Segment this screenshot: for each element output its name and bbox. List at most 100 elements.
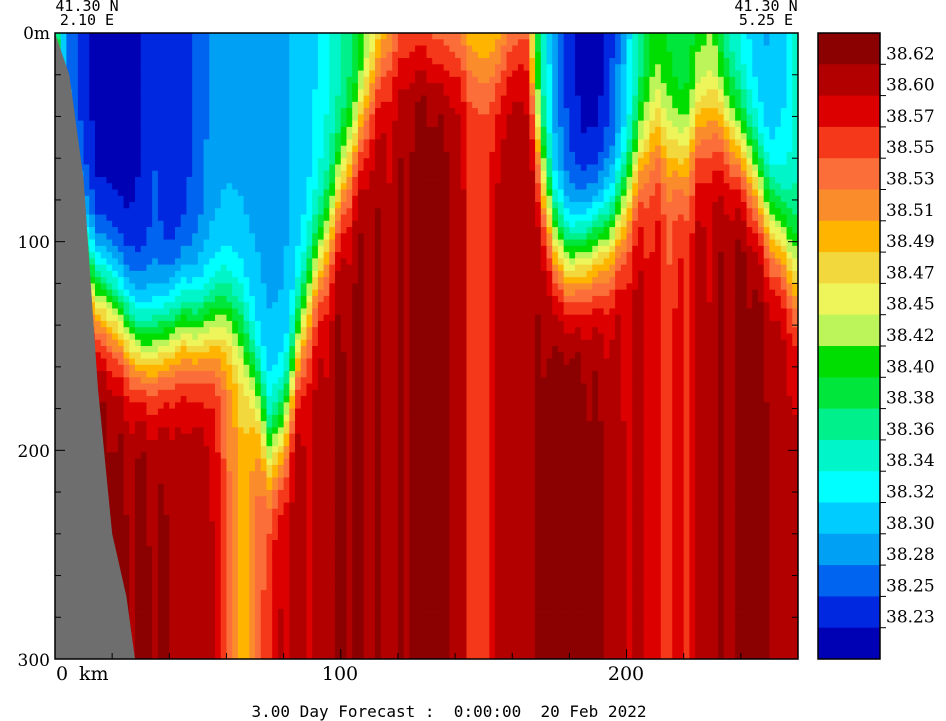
salinity-cell [152, 471, 159, 479]
salinity-cell [175, 540, 182, 547]
salinity-cell [243, 540, 250, 547]
salinity-cell [135, 176, 142, 184]
salinity-cell [335, 58, 342, 65]
salinity-cell [169, 120, 176, 128]
salinity-cell [306, 33, 313, 40]
salinity-cell [237, 302, 245, 310]
salinity-cell [140, 552, 148, 560]
salinity-cell [135, 427, 142, 435]
salinity-cell [215, 320, 222, 328]
salinity-cell [106, 195, 113, 203]
salinity-cell [192, 521, 199, 529]
salinity-cell [112, 233, 119, 241]
salinity-cell [272, 458, 279, 466]
salinity-cell [203, 577, 210, 585]
salinity-cell [266, 652, 273, 659]
salinity-cell [180, 151, 188, 159]
salinity-cell [266, 258, 273, 266]
salinity-cell [317, 120, 325, 128]
salinity-cell [180, 233, 188, 241]
salinity-cell [266, 283, 273, 291]
salinity-cell [117, 233, 125, 241]
salinity-cell [163, 552, 170, 560]
salinity-cell [220, 258, 228, 266]
salinity-cell [140, 45, 148, 53]
salinity-cell [95, 239, 102, 247]
salinity-cell [203, 101, 210, 109]
salinity-cell [306, 433, 313, 441]
salinity-cell [180, 33, 188, 40]
salinity-cell [157, 502, 165, 510]
salinity-cell [129, 277, 136, 284]
salinity-cell [192, 258, 199, 266]
salinity-cell [283, 558, 290, 566]
salinity-cell [255, 471, 262, 479]
salinity-cell [335, 427, 342, 435]
salinity-cell [180, 565, 188, 572]
salinity-cell [192, 320, 199, 328]
salinity-cell [209, 220, 216, 228]
salinity-cell [163, 346, 170, 353]
salinity-cell [175, 183, 182, 191]
salinity-cell [295, 502, 302, 510]
salinity-cell [123, 89, 130, 97]
salinity-cell [192, 377, 199, 385]
salinity-cell [300, 508, 308, 516]
salinity-cell [312, 596, 319, 604]
salinity-cell [117, 170, 125, 178]
salinity-cell [329, 602, 336, 610]
salinity-cell [100, 164, 108, 172]
salinity-cell [283, 33, 290, 40]
salinity-cell [175, 464, 182, 472]
salinity-cell [220, 427, 228, 435]
salinity-cell [203, 114, 210, 122]
salinity-cell [300, 70, 308, 78]
salinity-cell [157, 239, 165, 247]
salinity-cell [186, 114, 193, 122]
salinity-cell [112, 139, 119, 147]
salinity-cell [295, 590, 302, 597]
salinity-cell [220, 139, 228, 147]
salinity-cell [300, 239, 308, 247]
salinity-cell [277, 615, 285, 623]
salinity-cell [175, 45, 182, 53]
salinity-cell [129, 452, 136, 460]
salinity-cell [317, 558, 325, 566]
salinity-cell [260, 289, 268, 297]
salinity-cell [197, 158, 205, 166]
salinity-cell [317, 339, 325, 347]
salinity-cell [306, 421, 313, 428]
salinity-cell [203, 51, 210, 59]
salinity-cell [163, 646, 170, 654]
salinity-cell [146, 202, 153, 209]
salinity-cell [146, 358, 153, 366]
salinity-cell [192, 108, 199, 115]
salinity-cell [323, 302, 330, 310]
salinity-cell [157, 608, 165, 616]
salinity-cell [169, 227, 176, 234]
salinity-cell [123, 101, 130, 109]
salinity-cell [277, 421, 285, 428]
salinity-cell [312, 408, 319, 416]
salinity-cell [260, 314, 268, 322]
salinity-cell [220, 471, 228, 479]
salinity-cell [249, 252, 256, 259]
salinity-cell [226, 327, 233, 335]
salinity-cell [209, 515, 216, 522]
salinity-cell [180, 214, 188, 222]
salinity-cell [175, 108, 182, 115]
salinity-cell [329, 640, 336, 648]
salinity-cell [146, 189, 153, 197]
salinity-cell [135, 264, 142, 272]
salinity-cell [123, 414, 130, 422]
salinity-cell [186, 427, 193, 435]
salinity-cell [300, 314, 308, 322]
salinity-cell [100, 245, 108, 253]
salinity-cell [266, 39, 273, 47]
salinity-cell [169, 158, 176, 166]
salinity-cell [255, 533, 262, 541]
salinity-cell [140, 195, 148, 203]
salinity-cell [295, 427, 302, 435]
salinity-cell [135, 114, 142, 122]
salinity-cell [95, 352, 102, 360]
